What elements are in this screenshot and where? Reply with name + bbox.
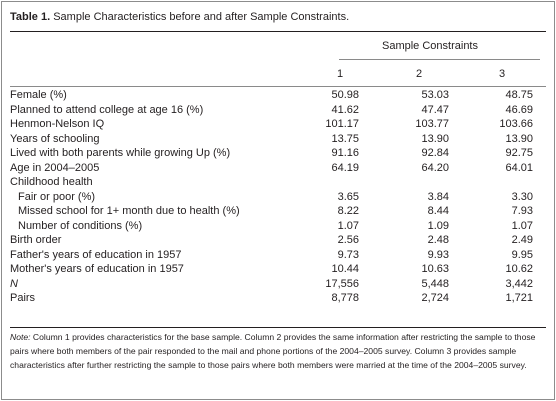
cell-column-3: 64.01 bbox=[505, 161, 533, 174]
cell-column-1: 2.56 bbox=[337, 234, 359, 246]
column-group-header: Sample Constraints bbox=[382, 40, 478, 52]
table-row: Birth order 2.56 2.48 2.49 bbox=[10, 233, 546, 248]
cell-column-1: 91.16 bbox=[331, 147, 359, 159]
table-note-text: Column 1 provides characteristics for th… bbox=[10, 332, 536, 370]
cell-column-1: 101.17 bbox=[325, 118, 359, 130]
cell-column-2: 1.09 bbox=[427, 219, 449, 232]
cell-column-3: 13.90 bbox=[505, 132, 533, 145]
cell-column-2: 64.20 bbox=[421, 161, 449, 174]
cell-column-3: 3,442 bbox=[505, 277, 533, 290]
table-row: Pairs 8,778 2,724 1,721 bbox=[10, 291, 546, 306]
row-label: Age in 2004–2005 bbox=[10, 161, 100, 174]
table-note: Note: Column 1 provides characteristics … bbox=[10, 331, 548, 372]
cell-column-2: 13.90 bbox=[421, 132, 449, 145]
table-body: Female (%) 50.98 53.03 48.75 Planned to atte… bbox=[10, 88, 546, 306]
group-rule bbox=[339, 59, 540, 60]
table-note-label: Note: bbox=[10, 332, 31, 342]
table-row: Number of conditions (%) 1.07 1.09 1.07 bbox=[10, 219, 546, 234]
cell-column-2: 3.84 bbox=[427, 190, 449, 203]
cell-column-3: 7.93 bbox=[511, 205, 533, 217]
cell-column-3: 48.75 bbox=[505, 89, 533, 101]
header-rule bbox=[10, 86, 546, 87]
cell-column-1: 17,556 bbox=[325, 277, 359, 290]
table-row: Planned to attend college at age 16 (%) 4… bbox=[10, 103, 546, 118]
cell-column-2: 10.63 bbox=[421, 263, 449, 275]
row-label: Birth order bbox=[10, 234, 62, 246]
table-row: Childhood health bbox=[10, 175, 546, 190]
row-label: Years of schooling bbox=[10, 132, 100, 145]
cell-column-1: 10.44 bbox=[331, 263, 359, 275]
cell-column-1: 1.07 bbox=[337, 219, 359, 232]
row-label: Female (%) bbox=[10, 89, 67, 101]
bottom-rule bbox=[10, 327, 546, 328]
cell-column-3: 2.49 bbox=[511, 234, 533, 246]
row-label: Mother's years of education in 1957 bbox=[10, 263, 184, 275]
cell-column-1: 9.73 bbox=[337, 248, 359, 261]
cell-column-1: 3.65 bbox=[337, 190, 359, 203]
cell-column-2: 9.93 bbox=[427, 248, 449, 261]
row-label: Father's years of education in 1957 bbox=[10, 248, 182, 261]
cell-column-3: 46.69 bbox=[505, 103, 533, 116]
cell-column-1: 64.19 bbox=[331, 161, 359, 174]
row-label: Henmon-Nelson IQ bbox=[10, 118, 105, 130]
table-caption-label: Table 1. bbox=[10, 11, 51, 23]
table-caption: Table 1. Sample Characteristics before a… bbox=[10, 11, 349, 23]
table-row: Years of schooling 13.75 13.90 13.90 bbox=[10, 132, 546, 147]
row-label: Number of conditions (%) bbox=[18, 219, 143, 232]
cell-column-3: 92.75 bbox=[505, 147, 533, 159]
cell-column-3: 103.66 bbox=[499, 118, 533, 130]
cell-column-3: 9.95 bbox=[511, 248, 533, 261]
cell-column-2: 103.77 bbox=[415, 118, 449, 130]
table-row: Fair or poor (%) 3.65 3.84 3.30 bbox=[10, 190, 546, 205]
cell-column-1: 8,778 bbox=[331, 292, 359, 304]
table-row: Father's years of education in 1957 9.73 9… bbox=[10, 248, 546, 263]
table-row: Mother's years of education in 1957 10.44… bbox=[10, 262, 546, 277]
table-row: Henmon-Nelson IQ 101.17 103.77 103.66 bbox=[10, 117, 546, 132]
row-label: N bbox=[10, 277, 18, 290]
cell-column-3: 1.07 bbox=[511, 219, 533, 232]
cell-column-2: 92.84 bbox=[421, 147, 449, 159]
cell-column-2: 8.44 bbox=[427, 205, 449, 217]
table-row: Missed school for 1+ month due to health… bbox=[10, 204, 546, 219]
column-header-3: 3 bbox=[498, 68, 506, 80]
table-row: Age in 2004–2005 64.19 64.20 64.01 bbox=[10, 161, 546, 176]
row-label: Fair or poor (%) bbox=[18, 190, 96, 203]
row-label: Childhood health bbox=[10, 176, 93, 188]
cell-column-2: 2.48 bbox=[427, 234, 449, 246]
cell-column-2: 2,724 bbox=[421, 292, 449, 304]
cell-column-3: 3.30 bbox=[511, 190, 533, 203]
row-label: Planned to attend college at age 16 (%) bbox=[10, 103, 204, 116]
cell-column-2: 47.47 bbox=[421, 103, 449, 116]
row-label: Pairs bbox=[10, 292, 36, 304]
cell-column-1: 13.75 bbox=[331, 132, 359, 145]
cell-column-2: 53.03 bbox=[421, 89, 449, 101]
cell-column-3: 10.62 bbox=[505, 263, 533, 275]
cell-column-1: 50.98 bbox=[331, 89, 359, 101]
row-label: Lived with both parents while growing Up… bbox=[10, 147, 231, 159]
cell-column-1: 41.62 bbox=[331, 103, 359, 116]
cell-column-1: 8.22 bbox=[337, 205, 359, 217]
table-caption-text: Sample Characteristics before and after … bbox=[53, 11, 350, 23]
column-header-1: 1 bbox=[336, 68, 344, 80]
cell-column-3: 1,721 bbox=[505, 292, 533, 304]
table-row: N 17,556 5,448 3,442 bbox=[10, 277, 546, 292]
cell-column-2: 5,448 bbox=[421, 277, 449, 290]
top-rule bbox=[10, 31, 546, 32]
column-header-2: 2 bbox=[415, 68, 423, 80]
table-row: Lived with both parents while growing Up… bbox=[10, 146, 546, 161]
table-row: Female (%) 50.98 53.03 48.75 bbox=[10, 88, 546, 103]
row-label: Missed school for 1+ month due to health… bbox=[18, 205, 240, 217]
